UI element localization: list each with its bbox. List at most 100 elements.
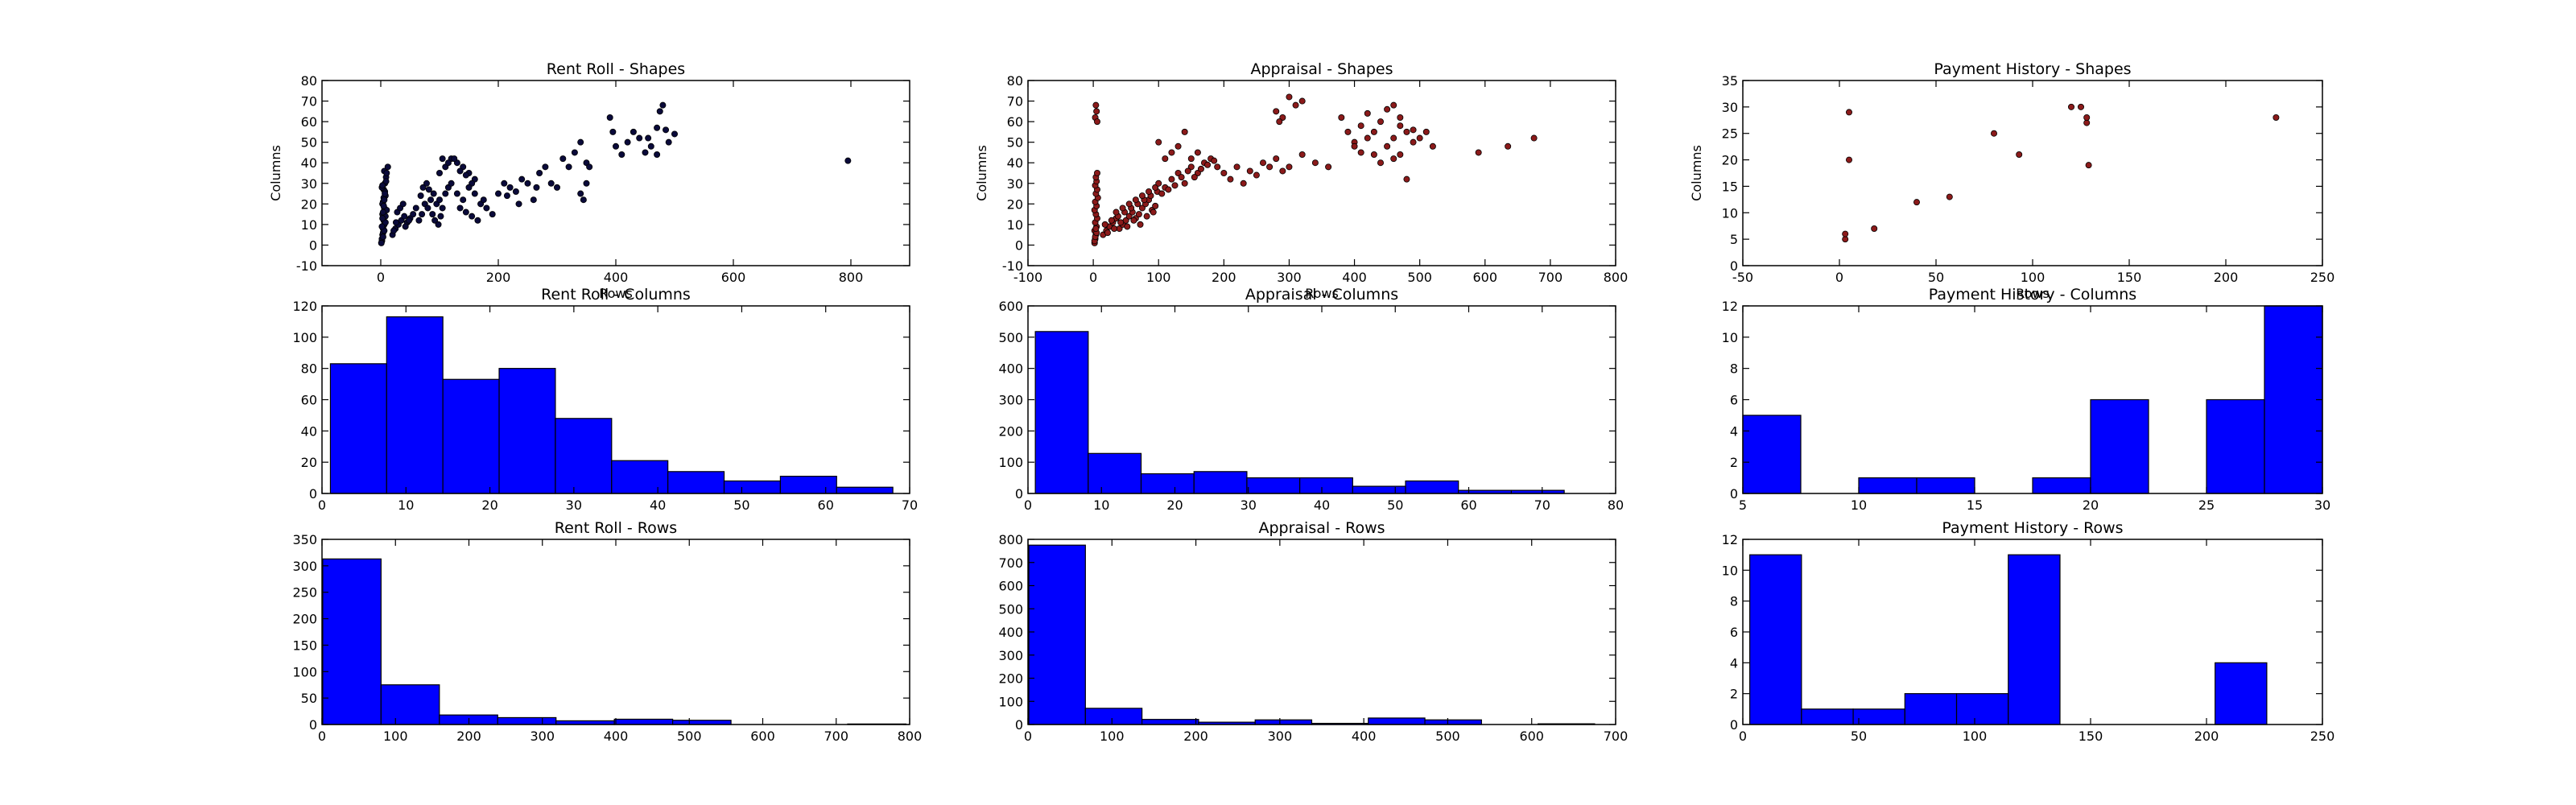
y-tick-label: 100 [292,664,317,679]
scatter-point [1194,149,1201,156]
scatter-point [515,200,522,208]
histogram-bar [1140,473,1195,494]
scatter-point [1990,130,1997,137]
scatter-point [474,217,481,224]
histogram-bar [1088,452,1142,494]
histogram-bar [1034,331,1089,494]
scatter-point [506,184,514,191]
scatter-point [559,155,567,163]
y-tick-label: 600 [998,299,1023,314]
x-axis-label: Rows [1305,286,1339,301]
scatter-point [378,223,386,230]
y-tick-label: 5 [1730,232,1738,247]
scatter-point [647,142,654,150]
x-tick-label: 700 [1538,270,1563,285]
scatter-point [1397,114,1404,121]
scatter-point [419,211,426,218]
x-tick-label: 0 [1739,729,1747,744]
plot-area [1028,539,1616,724]
y-tick-label: 40 [301,155,317,171]
x-tick-label: 800 [898,729,923,744]
histogram-bar [1028,544,1086,725]
x-tick-label: 300 [530,729,555,744]
scatter-point [1125,213,1133,220]
scatter-point [1194,169,1201,176]
scatter-point [406,217,413,224]
scatter-point [844,157,852,164]
histogram-bar [386,316,444,494]
x-tick-label: 150 [2117,270,2142,285]
scatter-point [462,171,469,179]
x-axis-label: Rows [599,286,633,301]
scatter-point [1150,208,1157,216]
y-tick-label: 10 [1007,217,1023,233]
y-tick-label: 60 [1007,114,1023,130]
scatter-point [1364,134,1371,142]
x-tick-label: 25 [2198,497,2215,513]
y-tick-label: 50 [1007,135,1023,151]
y-tick-label: 600 [998,579,1023,594]
y-tick-label: 100 [998,455,1023,470]
y-tick-label: -10 [1002,258,1023,274]
plot-area [1028,80,1616,266]
histogram-bar [497,716,557,725]
x-tick-label: 800 [839,270,864,285]
y-tick-label: 250 [292,585,317,601]
scatter-point [1338,114,1345,121]
scatter-point [379,182,386,189]
y-tick-label: 8 [1730,594,1738,609]
scatter-point [380,202,387,209]
y-tick-label: 35 [1722,73,1738,89]
y-tick-label: 0 [1730,486,1738,502]
scatter-point [1204,161,1212,168]
scatter-point [1187,163,1195,171]
scatter-point [1475,149,1482,156]
scatter-point [430,190,437,197]
histogram-bar [1254,719,1313,725]
scatter-point [399,200,407,208]
scatter-point [659,101,667,109]
scatter-point [1505,142,1512,150]
scatter-point [1370,151,1377,158]
scatter-point [471,190,478,197]
scatter-point [503,192,510,200]
scatter-point [1146,188,1153,195]
histogram-bar [1405,480,1459,494]
scatter-point [1410,138,1417,146]
x-tick-label: 70 [902,497,918,513]
x-tick-label: 60 [1460,497,1476,513]
scatter-point [465,184,473,191]
y-tick-label: 350 [292,532,317,547]
y-tick-label: 0 [309,237,317,253]
scatter-point [427,196,435,204]
chart-title: Rent Roll - Rows [555,519,677,537]
y-tick-label: 100 [998,694,1023,709]
scatter-point [383,169,390,176]
scatter-point [462,208,469,216]
histogram-bar [2090,398,2149,494]
scatter-point [654,124,661,131]
histogram-bar [611,460,669,494]
scatter-point [1162,155,1169,163]
x-tick-label: 0 [1024,497,1032,513]
scatter-point [1184,167,1191,175]
y-tick-label: 4 [1730,423,1738,439]
scatter-point [1240,180,1247,187]
scatter-point [1273,155,1280,163]
chart-title: Appraisal - Shapes [1250,60,1393,78]
rent-roll-rows-chart: 0 100 200 300 400 500 600 700 800 0 50 100 150 200 250… [292,519,922,744]
scatter-point [1397,122,1404,130]
scatter-point [1158,190,1166,197]
scatter-point [1429,142,1436,150]
y-tick-label: 40 [301,423,317,439]
x-tick-label: 100 [2021,270,2046,285]
histogram-bar [1904,693,1958,725]
y-tick-label: 10 [1722,205,1738,221]
scatter-point [654,151,661,158]
scatter-point [1197,165,1204,172]
scatter-point [469,213,476,220]
scatter-point [451,155,458,163]
x-tick-label: 400 [1352,729,1377,744]
x-tick-label: 800 [1604,270,1629,285]
